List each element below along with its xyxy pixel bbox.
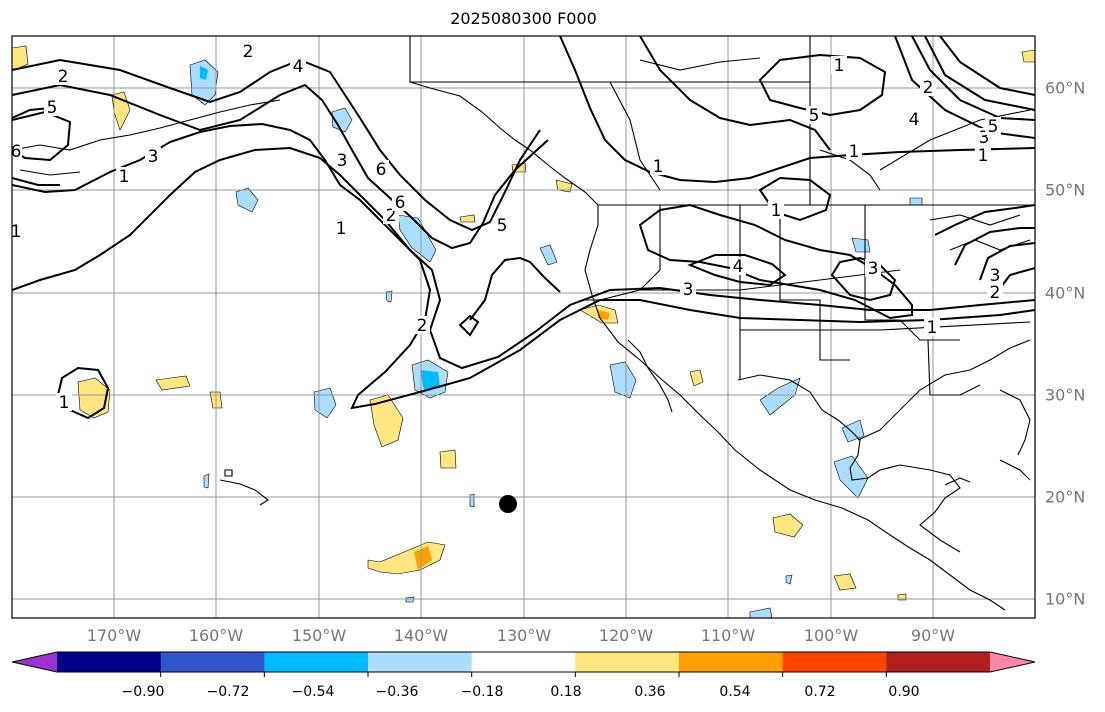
colorbar-segment — [368, 652, 473, 672]
contour-label: 1 — [336, 219, 347, 239]
contour-label: 6 — [395, 193, 406, 213]
colorbar-tick-label: −0.36 — [375, 684, 419, 700]
lon-label: 140°W — [393, 626, 449, 645]
contour-label: 3 — [868, 259, 879, 279]
lon-label: 110°W — [700, 626, 756, 645]
contour-label: 4 — [909, 110, 920, 130]
lon-label: 100°W — [803, 626, 859, 645]
colorbar-extend-low — [12, 652, 57, 672]
colorbar-tick-label: 0.72 — [804, 684, 836, 700]
colorbar-tick-label: −0.72 — [206, 684, 250, 700]
lat-label: 60°N — [1045, 78, 1086, 98]
colorbar-segment — [679, 652, 784, 672]
storm-position-dot — [499, 495, 517, 513]
contour-label: 1 — [119, 167, 130, 187]
colorbar-extend-high — [990, 652, 1035, 672]
colorbar-tick-label: −0.18 — [460, 684, 504, 700]
contour-label: 5 — [809, 106, 820, 126]
contour-label: 1 — [11, 222, 22, 242]
contour-label: 5 — [497, 216, 508, 236]
lon-label: 120°W — [598, 626, 654, 645]
contour-label: 3 — [979, 128, 990, 148]
contour-label: 1 — [653, 157, 664, 177]
contour-label: 1 — [834, 56, 845, 76]
contour-label: 2 — [990, 283, 1001, 303]
colorbar-segment — [782, 652, 887, 672]
contour-label: 2 — [58, 67, 69, 87]
contour-label: 2 — [386, 206, 397, 226]
contour-label: 2 — [417, 316, 428, 336]
lon-label: 150°W — [291, 626, 347, 645]
contour-label: 1 — [927, 318, 938, 338]
colorbar-segment — [57, 652, 162, 672]
colorbar-segment — [160, 652, 265, 672]
contour-label: 5 — [47, 98, 58, 118]
colorbar-segment — [886, 652, 991, 672]
colorbar-tick-label: −0.90 — [121, 684, 165, 700]
map-frame — [11, 35, 1036, 619]
contour-label: 4 — [733, 257, 744, 277]
lon-label: 160°W — [188, 626, 244, 645]
colorbar-tick-label: 0.18 — [550, 684, 582, 700]
colorbar-outline — [11, 651, 1036, 673]
colorbar-segment — [264, 652, 369, 672]
colorbar-segment — [471, 652, 576, 672]
lat-label: 20°N — [1045, 487, 1086, 507]
lat-label: 30°N — [1045, 385, 1086, 405]
graticule — [12, 36, 1035, 618]
contour-label-group: 2 5 6 1 1 1 3 2 6 2 4 3 6 5 2 1 1 4 5 1 … — [11, 42, 1003, 413]
contour-label: 3 — [683, 280, 694, 300]
contour-label: 4 — [293, 57, 304, 77]
contour-label: 1 — [849, 142, 860, 162]
contour-label: 3 — [148, 147, 159, 167]
lat-label: 50°N — [1045, 180, 1086, 200]
contour-label: 6 — [376, 160, 387, 180]
contour-label: 1 — [59, 393, 70, 413]
contour-label: 5 — [988, 117, 999, 137]
map-title: 2025080300 F000 — [450, 9, 597, 28]
colorbar-tick-label: 0.36 — [634, 684, 666, 700]
colorbar-tick-label: −0.54 — [291, 684, 335, 700]
colorbar-tick-label: 0.90 — [888, 684, 920, 700]
lon-label: 90°W — [910, 626, 956, 645]
contour-label: 2 — [923, 78, 934, 98]
lon-label: 170°W — [86, 626, 142, 645]
lat-label: 40°N — [1045, 283, 1086, 303]
contour-label: 1 — [771, 201, 782, 221]
lon-label: 130°W — [496, 626, 552, 645]
contour-label: 3 — [337, 151, 348, 171]
contour-label: 1 — [978, 146, 989, 166]
contour-label: 6 — [11, 142, 22, 162]
colorbar-tick-label: 0.54 — [719, 684, 751, 700]
contour-label: 2 — [243, 42, 254, 62]
lat-label: 10°N — [1045, 589, 1086, 609]
colorbar-segment — [575, 652, 680, 672]
colorbar — [11, 651, 1036, 673]
contour-label: 3 — [990, 266, 1001, 286]
